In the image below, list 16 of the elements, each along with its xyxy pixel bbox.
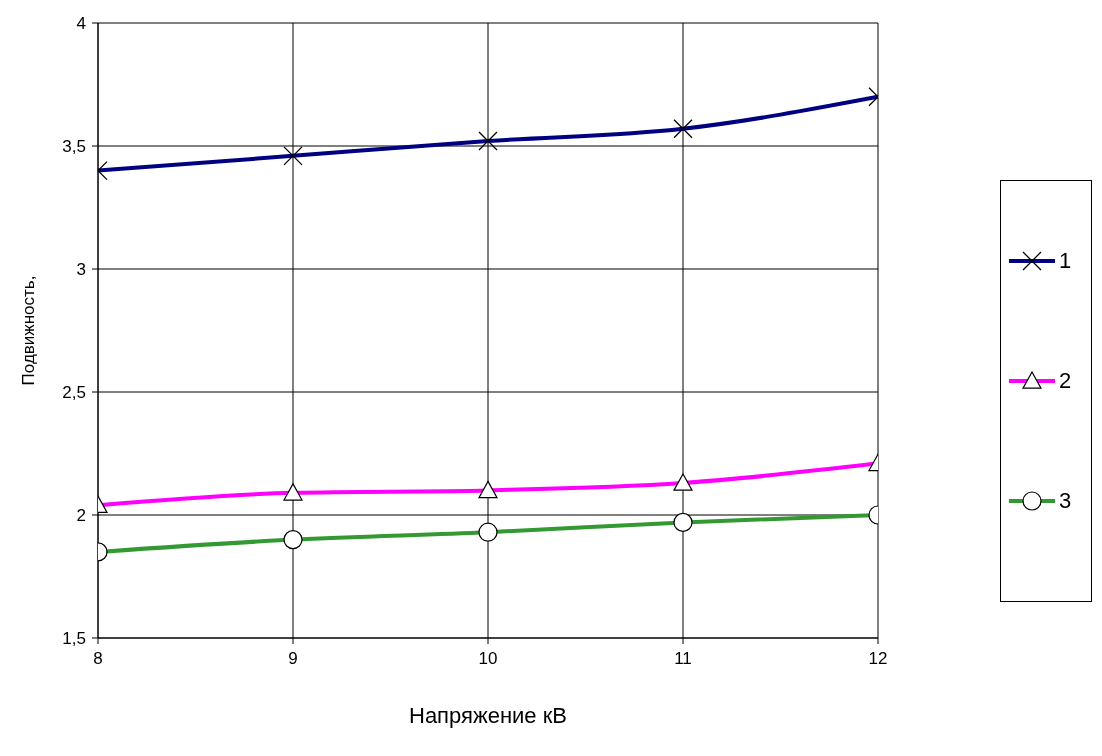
y-tick-label: 4	[76, 14, 86, 34]
legend-label: 3	[1059, 488, 1072, 514]
y-tick-label: 2	[76, 506, 86, 526]
y-tick-label: 1,5	[62, 629, 86, 649]
x-tick-label: 11	[674, 649, 692, 669]
x-tick-label: 8	[93, 649, 103, 669]
x-tick-label: 10	[478, 649, 498, 669]
y-tick-label: 2,5	[62, 383, 86, 403]
y-tick-label: 3	[76, 260, 86, 280]
legend-label: 1	[1059, 248, 1072, 274]
x-tick-label: 12	[868, 649, 888, 669]
x-tick-label: 9	[288, 649, 298, 669]
legend-label: 2	[1059, 368, 1072, 394]
y-axis-title: Подвижность,	[19, 275, 39, 386]
y-tick-label: 3,5	[62, 137, 86, 157]
x-axis-title: Напряжение кВ	[409, 703, 567, 728]
